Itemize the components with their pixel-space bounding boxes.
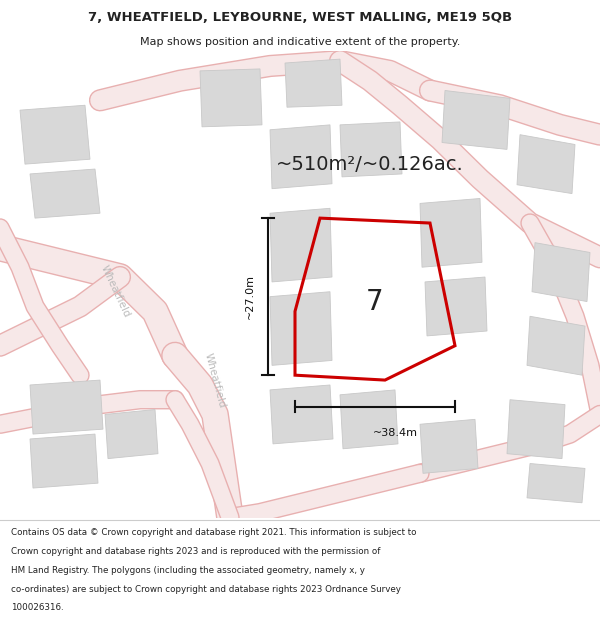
Polygon shape (517, 134, 575, 194)
Polygon shape (425, 277, 487, 336)
Polygon shape (30, 434, 98, 488)
Polygon shape (420, 199, 482, 268)
Polygon shape (527, 464, 585, 503)
Text: 100026316.: 100026316. (11, 604, 64, 612)
Polygon shape (285, 59, 342, 108)
Text: 7, WHEATFIELD, LEYBOURNE, WEST MALLING, ME19 5QB: 7, WHEATFIELD, LEYBOURNE, WEST MALLING, … (88, 11, 512, 24)
Polygon shape (270, 208, 332, 282)
Polygon shape (200, 69, 262, 127)
Polygon shape (30, 380, 103, 434)
Polygon shape (20, 105, 90, 164)
Polygon shape (420, 419, 478, 473)
Polygon shape (340, 122, 402, 177)
Polygon shape (527, 316, 585, 375)
Text: HM Land Registry. The polygons (including the associated geometry, namely x, y: HM Land Registry. The polygons (includin… (11, 566, 365, 575)
Polygon shape (30, 169, 100, 218)
Text: Map shows position and indicative extent of the property.: Map shows position and indicative extent… (140, 37, 460, 47)
Text: ~510m²/~0.126ac.: ~510m²/~0.126ac. (276, 154, 464, 174)
Polygon shape (270, 385, 333, 444)
Text: Wheatfield: Wheatfield (203, 351, 227, 409)
Text: Contains OS data © Crown copyright and database right 2021. This information is : Contains OS data © Crown copyright and d… (11, 528, 416, 538)
Polygon shape (340, 390, 398, 449)
Polygon shape (105, 409, 158, 459)
Polygon shape (442, 91, 510, 149)
Text: co-ordinates) are subject to Crown copyright and database rights 2023 Ordnance S: co-ordinates) are subject to Crown copyr… (11, 585, 401, 594)
Polygon shape (507, 400, 565, 459)
Text: 7: 7 (366, 288, 384, 316)
Polygon shape (270, 125, 332, 189)
Polygon shape (532, 242, 590, 301)
Text: ~27.0m: ~27.0m (245, 274, 255, 319)
Polygon shape (270, 292, 332, 366)
Text: Crown copyright and database rights 2023 and is reproduced with the permission o: Crown copyright and database rights 2023… (11, 547, 380, 556)
Text: Wheatfield: Wheatfield (98, 264, 131, 319)
Text: ~38.4m: ~38.4m (373, 428, 418, 438)
